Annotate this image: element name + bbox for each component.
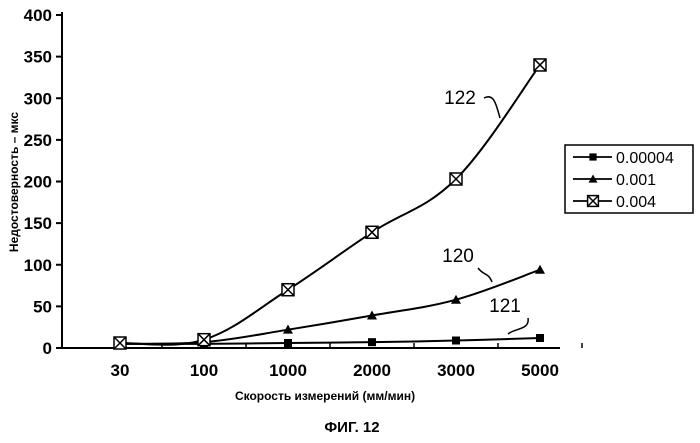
- data-point: [368, 338, 376, 346]
- callout-label: 122: [444, 88, 476, 109]
- data-point: [198, 334, 210, 346]
- legend-label: 0.00004: [616, 150, 674, 167]
- legend-label: 0.001: [616, 172, 656, 189]
- x-tick-label: 30: [111, 361, 130, 380]
- callout-leader: [508, 318, 528, 334]
- x-tick-label: 2000: [353, 361, 391, 380]
- callout-label: 120: [442, 246, 474, 267]
- x-tick-label: 5000: [521, 361, 559, 380]
- legend: 0.00004 0.001 0.004: [565, 145, 693, 213]
- legend-label: 0.004: [616, 194, 656, 211]
- data-point: [114, 337, 126, 349]
- series-0.001: [115, 265, 545, 348]
- data-point: [366, 226, 378, 238]
- y-tick-label: 100: [24, 256, 52, 275]
- y-axis-label: Недостоверность – мкс: [7, 112, 21, 252]
- data-point: [534, 59, 546, 71]
- callout-leader: [484, 97, 500, 118]
- data-point: [536, 334, 544, 342]
- data-point: [284, 339, 292, 347]
- y-tick-label: 150: [24, 214, 52, 233]
- y-tick-label: 50: [33, 297, 52, 316]
- series-0.004: [114, 59, 546, 349]
- callout-121: 121: [489, 296, 528, 334]
- y-tick-label: 300: [24, 89, 52, 108]
- callout-120: 120: [442, 246, 492, 282]
- callout-label: 121: [489, 296, 521, 317]
- figure-caption: ФИГ. 12: [324, 419, 379, 436]
- series-line: [120, 65, 540, 345]
- data-point: [452, 337, 460, 345]
- legend-marker: [588, 196, 599, 207]
- x-axis-label: Скорость измерений (мм/мин): [235, 389, 415, 403]
- x-tick-label: 100: [190, 361, 218, 380]
- series-layer: [114, 59, 546, 349]
- y-tick-label: 0: [43, 339, 52, 358]
- data-point: [282, 284, 294, 296]
- y-tick-label: 400: [24, 6, 52, 25]
- data-point: [450, 173, 462, 185]
- x-tick-label: 1000: [269, 361, 307, 380]
- callout-leader: [478, 268, 492, 282]
- series-line: [120, 270, 540, 344]
- callout-122: 122: [444, 88, 500, 118]
- y-tick-label: 250: [24, 131, 52, 150]
- legend-marker: [589, 153, 596, 160]
- y-tick-labels: 0 50 100 150 200 250 300 350 400: [24, 6, 62, 358]
- y-tick-label: 350: [24, 48, 52, 67]
- x-tick-label: 3000: [437, 361, 475, 380]
- y-tick-label: 200: [24, 173, 52, 192]
- data-point: [535, 265, 545, 274]
